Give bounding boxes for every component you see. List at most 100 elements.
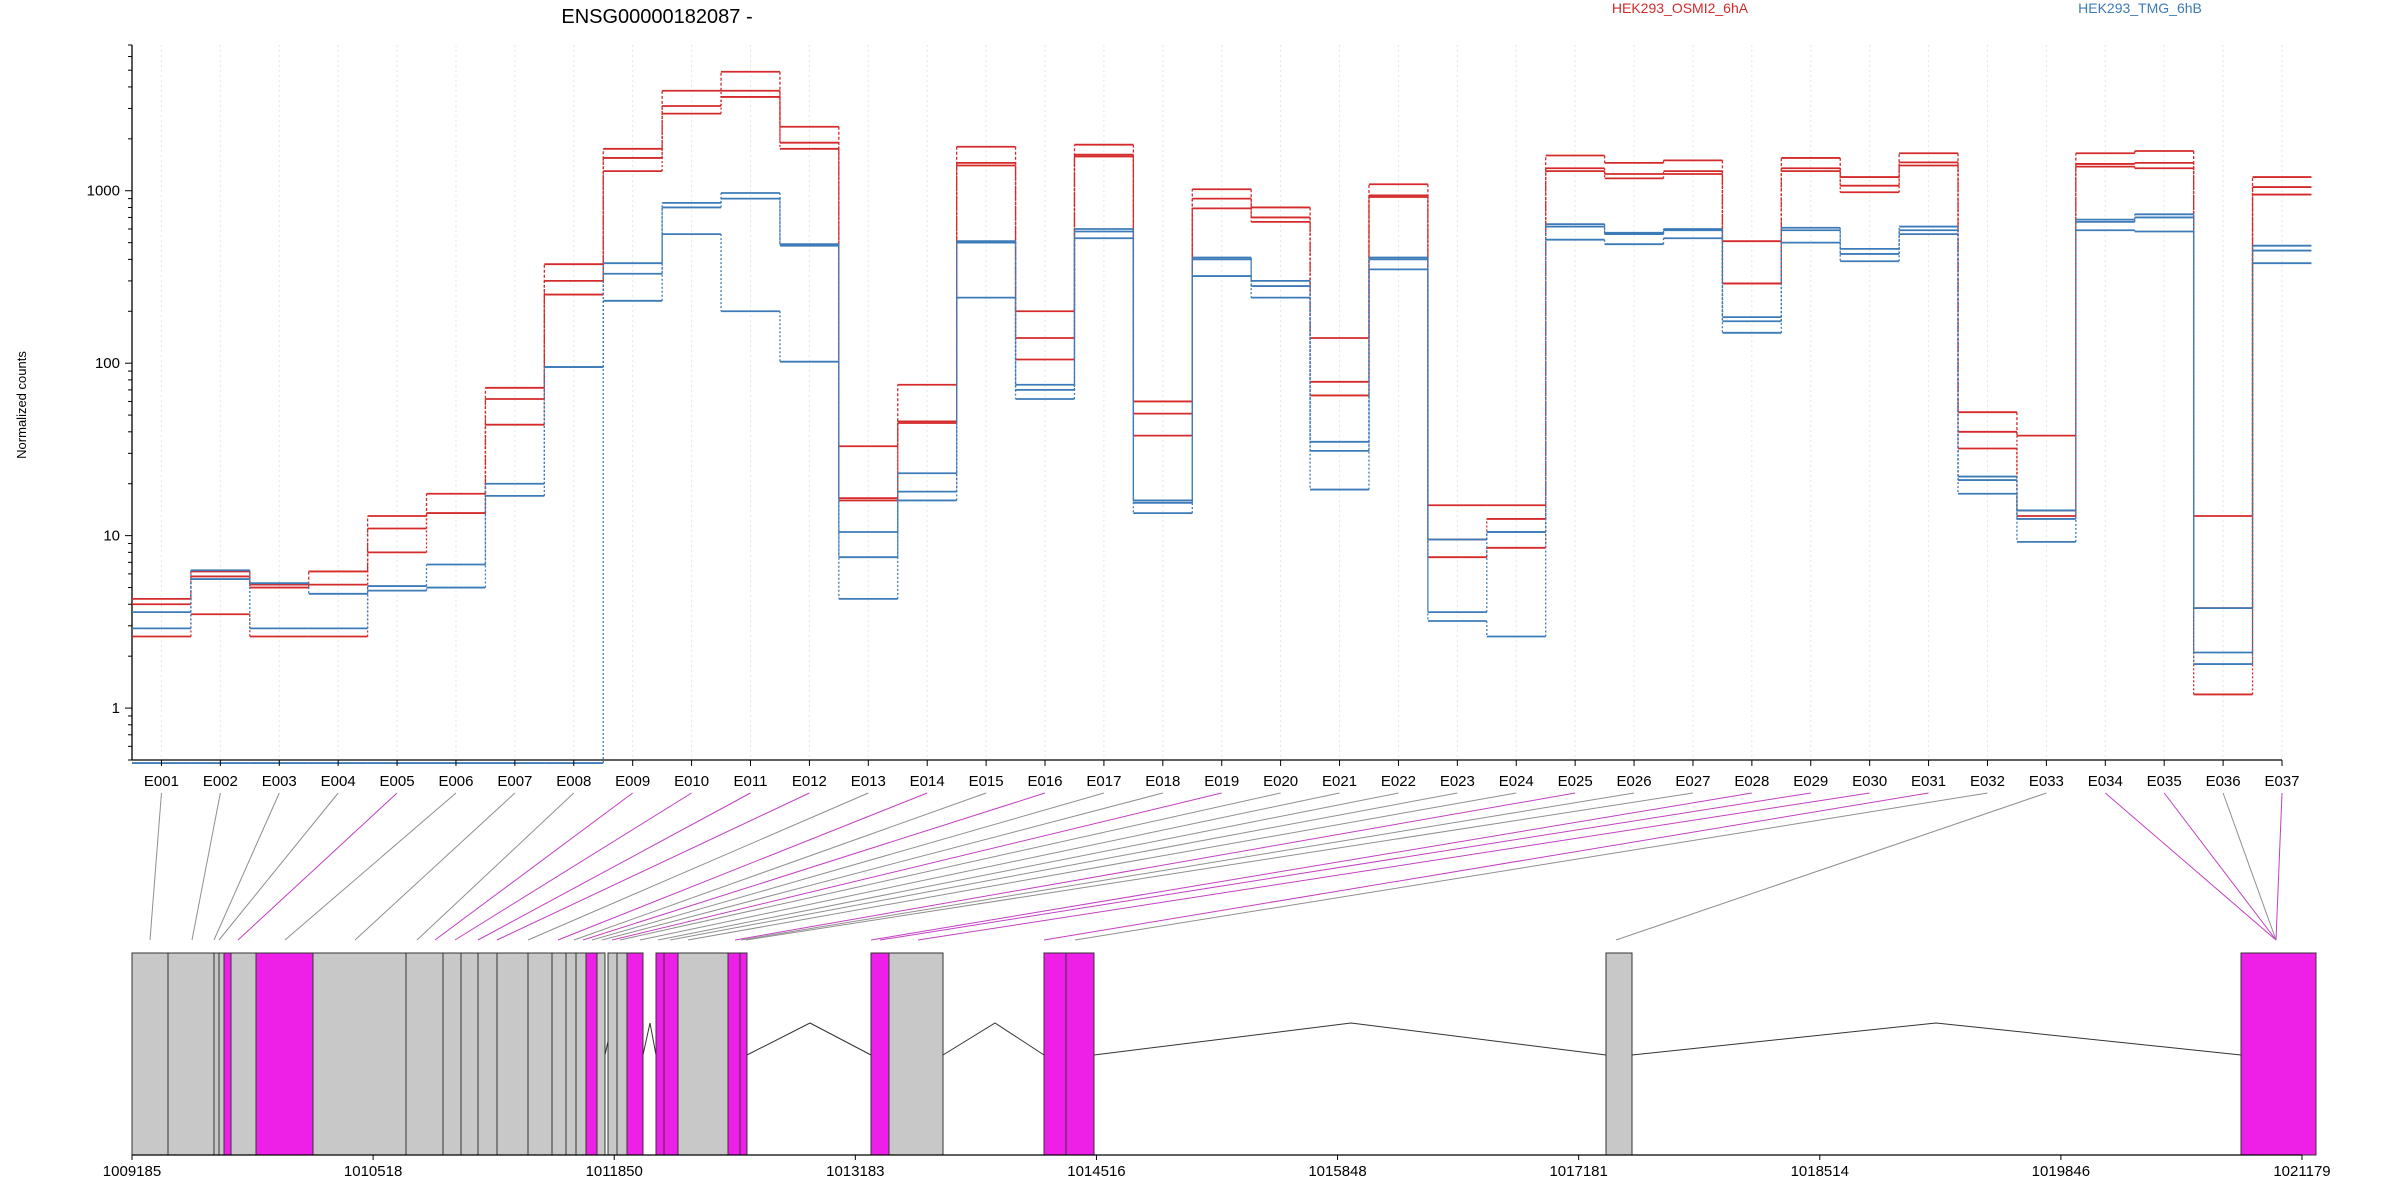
exon-connector	[149, 792, 162, 941]
x-tick-label: E035	[2147, 773, 2182, 790]
intron-line	[942, 1022, 1045, 1056]
exon-connector	[434, 792, 633, 941]
x-tick-label: E015	[969, 773, 1004, 790]
exon-connector	[745, 792, 1694, 941]
exon-block	[565, 952, 577, 1156]
x-tick-label: E014	[910, 773, 945, 790]
exon-connector	[557, 792, 928, 941]
exon-block	[727, 952, 741, 1156]
exon-connector	[1043, 792, 1929, 941]
exon-block	[616, 952, 628, 1156]
genomic-coordinate-axis: 1009185 1010518 1011850 1013183 1014516 10158…	[103, 1154, 2331, 1180]
exon-connector	[237, 792, 398, 941]
exon-connector	[527, 792, 869, 941]
exon-block	[167, 952, 215, 1156]
exon-block	[870, 952, 890, 1156]
x-tick-label: E023	[1440, 773, 1475, 790]
exon-connector	[354, 792, 516, 941]
x-tick-label: E031	[1911, 773, 1946, 790]
intron-line	[746, 1022, 872, 1056]
exon-connector	[917, 792, 1870, 941]
x-tick-label: E024	[1499, 773, 1534, 790]
exon-connector	[582, 792, 1046, 941]
x-tick-label: E037	[2264, 773, 2299, 790]
chart-title: ENSG00000182087 -	[561, 6, 752, 28]
grid-lines	[160, 45, 2283, 760]
exon-connector	[669, 792, 1458, 941]
exon-connector	[2275, 792, 2283, 941]
x-tick-label: E005	[380, 773, 415, 790]
y-tick-label: 100	[95, 355, 120, 372]
x-tick-label: E003	[262, 773, 297, 790]
x-tick-label: E008	[556, 773, 591, 790]
y-axis: 1 10 100 1000	[87, 44, 133, 761]
exon-block	[663, 952, 679, 1156]
x-tick-label: E009	[615, 773, 650, 790]
x-tick-label: E022	[1381, 773, 1416, 790]
exon-connector	[2222, 792, 2277, 941]
exon-block	[739, 952, 748, 1156]
x-tick-label: E028	[1734, 773, 1769, 790]
x-tick-label: E018	[1145, 773, 1180, 790]
exon-block	[888, 952, 944, 1156]
exon-block	[230, 952, 257, 1156]
exon-block	[1605, 952, 1633, 1156]
x-tick-label: E026	[1617, 773, 1652, 790]
x-tick-label: E027	[1675, 773, 1710, 790]
exon-block	[655, 952, 665, 1156]
exon-block	[223, 952, 232, 1156]
exon-connector	[591, 792, 1105, 941]
y-tick-label: 1	[112, 700, 120, 717]
intron-line	[642, 1022, 657, 1056]
x-tick-label: E004	[321, 773, 356, 790]
coordinate-tick-label: 1010518	[344, 1163, 402, 1180]
gene-model	[131, 952, 2317, 1156]
exon-block	[496, 952, 529, 1156]
coordinate-tick-label: 1014516	[1067, 1163, 1125, 1180]
x-tick-label: E016	[1027, 773, 1062, 790]
exon-block	[477, 952, 498, 1156]
exon-connector	[496, 792, 810, 941]
x-tick-label: E029	[1793, 773, 1828, 790]
exon-block	[551, 952, 567, 1156]
exon-block	[1043, 952, 1067, 1156]
exon-connector	[870, 792, 1752, 941]
exon-connector	[573, 792, 987, 941]
legend-entry-osmi2: HEK293_OSMI2_6hA	[1612, 0, 1749, 16]
exon-connector	[284, 792, 457, 941]
exon-connector	[879, 792, 1811, 941]
exon-connector	[2163, 792, 2277, 941]
exon-block	[607, 952, 618, 1156]
exon-block	[2240, 952, 2317, 1156]
exon-connector	[2104, 792, 2277, 941]
x-tick-label: E001	[144, 773, 179, 790]
intron-line	[1093, 1022, 1607, 1056]
exon-connector	[740, 792, 1635, 941]
exon-connector	[687, 792, 1517, 941]
coordinate-tick-label: 1017181	[1549, 1163, 1607, 1180]
x-tick-label: E020	[1263, 773, 1298, 790]
coordinate-tick-label: 1021179	[2273, 1163, 2330, 1180]
exon-block	[312, 952, 407, 1156]
exon-block	[213, 952, 220, 1156]
x-tick-label: E011	[734, 773, 768, 790]
x-tick-label: E036	[2206, 773, 2241, 790]
exon-connector	[639, 792, 1340, 941]
series-5	[132, 192, 2312, 764]
x-tick-label: E034	[2088, 773, 2123, 790]
exon-block	[1065, 952, 1095, 1156]
coordinate-tick-label: 1015848	[1308, 1163, 1366, 1180]
exon-connector	[611, 792, 1222, 941]
exon-block	[255, 952, 314, 1156]
exon-connector	[1074, 792, 1988, 941]
x-axis: E001 E002 E003 E004 E005 E006 E007 E008 E009 E010…	[132, 759, 2300, 790]
legend-entry-tmg: HEK293_TMG_6hB	[2078, 0, 2202, 16]
y-tick-label: 1000	[87, 183, 120, 200]
exon-block	[527, 952, 553, 1156]
exon-block	[460, 952, 479, 1156]
exon-block	[131, 952, 169, 1156]
exon-connector	[416, 792, 575, 941]
exon-connector	[734, 792, 1576, 941]
exon-connector	[454, 792, 692, 941]
